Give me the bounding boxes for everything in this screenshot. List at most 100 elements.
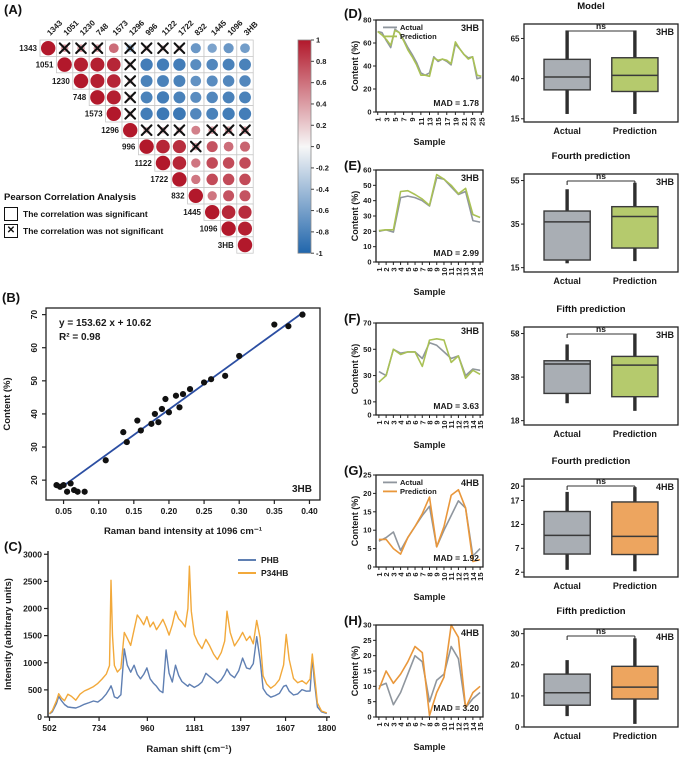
svg-text:15: 15 [434,118,443,126]
svg-text:0.2: 0.2 [316,121,326,130]
line-chart-body: 010305070123456789101112131415SampleCont… [350,319,485,451]
svg-text:12: 12 [454,268,463,276]
svg-text:19: 19 [451,118,460,126]
svg-text:1296: 1296 [101,126,119,135]
ns-bracket: ns [566,21,636,35]
svg-text:30: 30 [29,442,39,452]
series-prediction [378,624,481,717]
svg-text:0.40: 0.40 [301,506,318,516]
axes: 0 10 20 30 [511,629,524,732]
line-chart-body: 051015202530123456789101112131415SampleC… [350,621,485,753]
svg-text:7: 7 [400,118,409,122]
matrix-row-748: 748 [73,88,254,106]
svg-text:15: 15 [476,421,485,429]
svg-text:2: 2 [382,268,391,272]
svg-text:3: 3 [389,421,398,425]
series-p34hb [48,565,328,715]
matrix-row-1051: 1051 [36,56,254,74]
svg-text:3HB: 3HB [242,20,260,38]
raman-spectra-chart: 0 500 1000 1500 2000 2500 3000 502 734 960 1181 139… [3,549,337,755]
svg-text:1722: 1722 [150,175,168,184]
fourth-prediction-4hb-line-chart: 0510152025123456789101112131415SampleCon… [350,471,485,603]
svg-text:1122: 1122 [160,18,179,37]
svg-text:0.30: 0.30 [231,506,248,516]
svg-text:ns: ns [596,21,606,31]
svg-text:11: 11 [447,573,456,581]
svg-text:ns: ns [596,626,606,636]
svg-text:58: 58 [511,329,520,338]
series-actual [378,341,481,377]
svg-text:Actual: Actual [400,23,423,32]
series-prediction [378,488,481,563]
svg-text:10: 10 [363,242,371,251]
panel-b: (B) 0.05 0.10 0.15 0.20 0.25 0.30 0.35 0.40 20 30… [0,288,342,538]
svg-text:10: 10 [440,421,449,429]
svg-text:5: 5 [404,268,413,272]
panel-d: (D) 0 20 40 60 80 1 3 5 7 9 11 13 15 17 19 21 23 25 Sample… [342,0,684,150]
svg-text:4: 4 [397,722,406,727]
svg-text:8: 8 [426,268,435,272]
svg-text:MAD = 1.92: MAD = 1.92 [433,553,479,563]
svg-text:0.6: 0.6 [316,78,326,87]
fifth-prediction-4hb-box-area: Fifth prediction 0 10 20 30 Actual Prediction… [498,605,684,758]
plot-frame [523,478,679,578]
axes: 18 38 58 [511,329,524,425]
svg-text:Raman shift (cm⁻¹): Raman shift (cm⁻¹) [146,744,231,755]
svg-text:1722: 1722 [176,18,195,37]
svg-text:30: 30 [511,629,520,638]
plot-frame [523,173,679,273]
svg-text:1445: 1445 [183,208,201,217]
fifth-prediction-3hb-box-area: Fifth prediction 18 38 58 Actual Prediction n… [498,303,684,455]
box-actual [543,491,591,570]
svg-text:500: 500 [28,685,42,695]
panel-b-label: (B) [2,290,21,305]
svg-text:3: 3 [389,573,398,577]
svg-text:ns: ns [596,476,606,486]
svg-text:Actual: Actual [400,478,423,487]
svg-text:20: 20 [511,661,520,670]
matrix-row-832: 832 [171,187,254,205]
svg-text:ns: ns [596,171,606,181]
svg-text:1: 1 [375,268,384,272]
svg-text:4HB: 4HB [461,628,480,638]
svg-text:70: 70 [29,310,39,320]
svg-text:1445: 1445 [209,18,228,37]
panel-a: (A) 1343 1051 1230 748 1573 1296 996 1122 1722 83… [0,0,342,290]
box-prediction [611,182,659,262]
svg-text:2: 2 [515,568,520,577]
line-chart-body: 0102030405060123456789101112131415Sample… [350,166,485,298]
not-significant-cross-icon: ✕ [4,224,18,238]
svg-text:5: 5 [404,723,413,727]
line-chart-body: 0510152025123456789101112131415SampleCon… [350,471,485,603]
calibration-scatter-chart: 0.05 0.10 0.15 0.20 0.25 0.30 0.35 0.40 20 30 40 50… [2,307,321,537]
svg-text:Raman band intensity at 1096 c: Raman band intensity at 1096 cm⁻¹ [104,526,262,537]
panel-e-label: (E) [344,158,362,173]
svg-text:10: 10 [363,397,371,406]
svg-text:8: 8 [426,573,435,577]
svg-text:30: 30 [363,371,371,380]
box-chart-body: 0 10 20 30 Actual Prediction ns 4HB [511,626,679,741]
svg-text:Content (%): Content (%) [350,496,360,547]
svg-text:1: 1 [374,118,383,122]
svg-text:Sample: Sample [413,592,445,602]
fit-line [59,311,305,490]
svg-text:9: 9 [433,723,442,727]
svg-text:14: 14 [469,267,478,276]
svg-text:0.05: 0.05 [55,506,72,516]
svg-text:50: 50 [29,376,39,386]
svg-text:15: 15 [476,573,485,581]
svg-text:1122: 1122 [134,159,152,168]
svg-text:15: 15 [476,268,485,276]
panel-f-label: (F) [344,311,361,326]
svg-text:11: 11 [417,118,426,126]
svg-text:Prediction: Prediction [613,276,657,286]
fourth-prediction-3hb-box-chart: 15 35 55 Actual Prediction ns 3HB [511,171,679,286]
colorbar: 1 0.8 0.6 0.4 0.2 0 -0.2 -0.4 -0.6 -0.8 -1 [297,36,330,258]
svg-text:80: 80 [363,16,371,25]
svg-text:Intensity (arbitrary units): Intensity (arbitrary units) [3,578,14,690]
svg-text:0.10: 0.10 [90,506,107,516]
